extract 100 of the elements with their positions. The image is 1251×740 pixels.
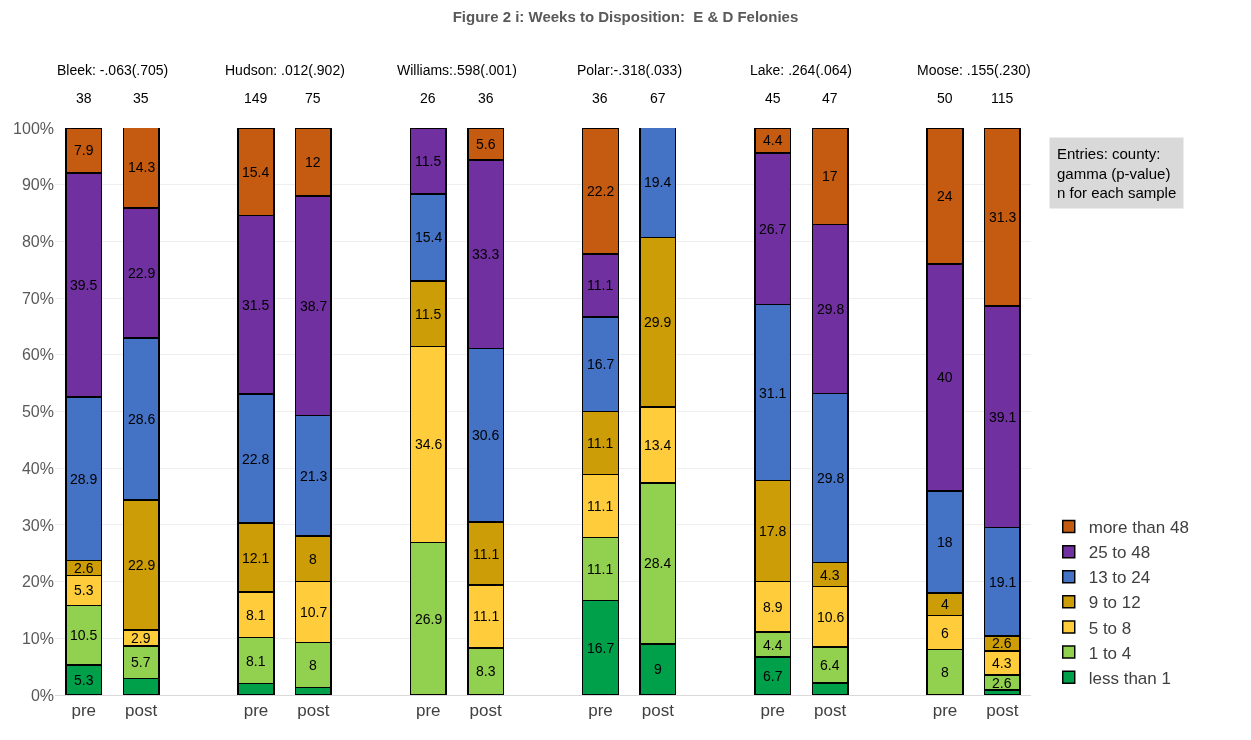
data-label: 22.9 [128, 265, 156, 281]
text: Entries: county: gamma (p-value) n for each sample [1057, 145, 1177, 201]
data-label: 8 [309, 657, 317, 673]
data-label: 7.9 [74, 142, 94, 158]
text: Moose: .155(.230) [917, 62, 1031, 78]
data-label: 4.4 [763, 637, 783, 653]
data-label: 26.7 [759, 221, 787, 237]
data-label: 29.9 [644, 314, 672, 330]
data-label: 22.2 [587, 183, 615, 199]
data-label: 29.8 [817, 301, 845, 317]
chart-title: Figure 2 i: Weeks to Disposition: E & D Felonies [452, 7, 799, 25]
y-tick-label: 30% [21, 516, 54, 534]
data-label: 11.1 [473, 608, 500, 624]
data-label: 31.5 [242, 297, 270, 313]
data-label: 38.7 [300, 298, 328, 314]
data-label: 22.8 [242, 451, 270, 467]
data-label: 5.3 [74, 582, 94, 598]
data-label: 9 [654, 661, 662, 677]
legend-label: 5 to 8 [1088, 618, 1132, 638]
text: 75 [305, 90, 321, 106]
y-tick-label: 50% [21, 403, 54, 421]
data-label: 28.4 [644, 555, 672, 571]
y-tick-label: 100% [13, 119, 54, 137]
data-label: 6.7 [763, 668, 783, 684]
text: 36 [478, 90, 494, 106]
legend-label: more than 48 [1088, 518, 1189, 538]
data-label: 5.6 [476, 136, 496, 152]
data-label: 11.5 [415, 153, 442, 169]
text: 45 [765, 90, 781, 106]
data-label: 39.1 [989, 409, 1017, 425]
text: 149 [244, 90, 268, 106]
data-label: 12.1 [242, 550, 270, 566]
data-label: 2.6 [992, 675, 1012, 691]
legend-label: 25 to 48 [1088, 543, 1151, 563]
data-label: 11.1 [473, 546, 500, 562]
data-label: 10.5 [70, 627, 98, 643]
data-label: 4.4 [763, 132, 783, 148]
data-label: 39.5 [70, 277, 98, 293]
y-tick-label: 20% [21, 573, 54, 591]
data-label: 24 [937, 188, 953, 204]
data-label: 28.9 [70, 471, 98, 487]
data-label: 19.4 [644, 174, 672, 190]
data-label: 8.3 [476, 663, 496, 679]
text: 115 [991, 90, 1014, 106]
data-label: 8.1 [246, 607, 266, 623]
data-label: 8 [941, 664, 949, 680]
data-label: 11.1 [587, 498, 614, 514]
legend-label: 13 to 24 [1088, 568, 1151, 588]
data-label: 15.4 [242, 164, 270, 180]
text: 26 [420, 90, 436, 106]
data-label: 12 [305, 154, 321, 170]
data-label: 22.9 [128, 557, 156, 573]
data-label: 6 [941, 625, 949, 641]
x-tick-label: pre [415, 701, 441, 721]
x-tick-label: pre [71, 701, 96, 721]
y-tick-label: 70% [21, 289, 54, 307]
data-label: 16.7 [587, 640, 615, 656]
data-label: 11.1 [587, 435, 614, 451]
x-tick-label: pre [588, 701, 613, 721]
data-label: 10.6 [817, 609, 845, 625]
y-tick-label: 80% [21, 233, 54, 250]
x-tick-label: pre [760, 701, 785, 721]
data-label: 10.7 [300, 604, 328, 620]
data-label: 4.3 [992, 655, 1012, 671]
y-tick-label: 10% [21, 629, 54, 647]
data-label: 4 [941, 596, 949, 612]
data-label: 19.1 [989, 574, 1017, 590]
text: Lake: .264(.064) [750, 62, 852, 78]
data-label: 11.5 [415, 306, 442, 322]
y-tick-label: 0% [30, 686, 54, 704]
data-label: 6.4 [820, 657, 840, 673]
legend-label: 9 to 12 [1088, 593, 1141, 613]
x-tick-label: pre [243, 701, 269, 721]
data-label: 14.3 [128, 159, 156, 175]
y-tick-label: 60% [21, 346, 54, 364]
text: 38 [76, 90, 92, 106]
data-label: 8.9 [763, 599, 783, 615]
data-label: 13.4 [644, 437, 672, 453]
data-label: 30.6 [472, 427, 500, 443]
x-tick-label: pre [932, 701, 958, 721]
data-label: 17.8 [759, 523, 787, 539]
text: Williams:.598(.001) [397, 62, 517, 78]
data-label: 21.3 [300, 468, 328, 484]
data-label: 31.3 [989, 209, 1017, 225]
x-tick-label: post [469, 701, 502, 721]
data-label: 31.1 [759, 385, 787, 401]
legend-label: less than 1 [1088, 668, 1171, 688]
x-tick-label: post [297, 701, 330, 721]
text: Hudson: .012(.902) [225, 62, 345, 78]
data-label: 2.6 [74, 560, 94, 576]
text: Polar:-.318(.033) [577, 62, 683, 78]
data-label: 26.9 [415, 611, 443, 627]
text: 35 [133, 90, 149, 106]
legend-label: 1 to 4 [1088, 643, 1132, 663]
data-label: 8 [309, 551, 317, 567]
data-label: 34.6 [415, 436, 443, 452]
data-label: 5.3 [74, 672, 94, 688]
text: 67 [650, 90, 666, 106]
data-label: 5.7 [131, 654, 151, 670]
y-tick-label: 90% [21, 176, 54, 194]
